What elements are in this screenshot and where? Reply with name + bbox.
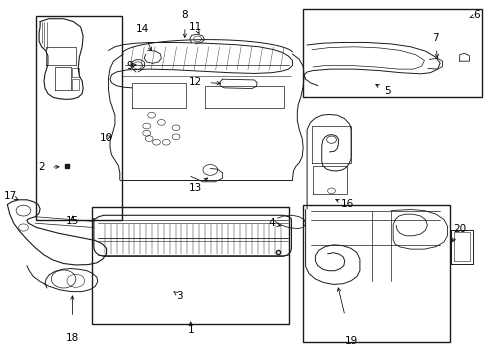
Text: 9: 9 xyxy=(126,60,133,71)
Bar xyxy=(303,205,449,342)
Text: 8: 8 xyxy=(181,10,188,20)
Text: 16: 16 xyxy=(340,199,353,210)
Bar xyxy=(303,9,481,97)
Text: 17: 17 xyxy=(4,191,18,201)
Text: 15: 15 xyxy=(65,216,79,226)
Text: 6: 6 xyxy=(472,10,479,20)
Text: 3: 3 xyxy=(176,291,183,301)
Text: 20: 20 xyxy=(452,224,465,234)
Text: 14: 14 xyxy=(136,24,149,34)
Text: 4: 4 xyxy=(268,218,275,228)
Text: 5: 5 xyxy=(383,86,390,96)
Text: 11: 11 xyxy=(188,22,202,32)
Text: 12: 12 xyxy=(188,77,202,87)
Bar xyxy=(36,16,122,220)
Text: 2: 2 xyxy=(38,162,45,172)
Text: 13: 13 xyxy=(188,183,202,193)
Text: 10: 10 xyxy=(100,132,113,143)
Text: 1: 1 xyxy=(187,325,194,336)
Text: 19: 19 xyxy=(344,336,357,346)
Text: 7: 7 xyxy=(431,33,438,43)
Text: 18: 18 xyxy=(65,333,79,343)
Bar xyxy=(92,207,288,324)
